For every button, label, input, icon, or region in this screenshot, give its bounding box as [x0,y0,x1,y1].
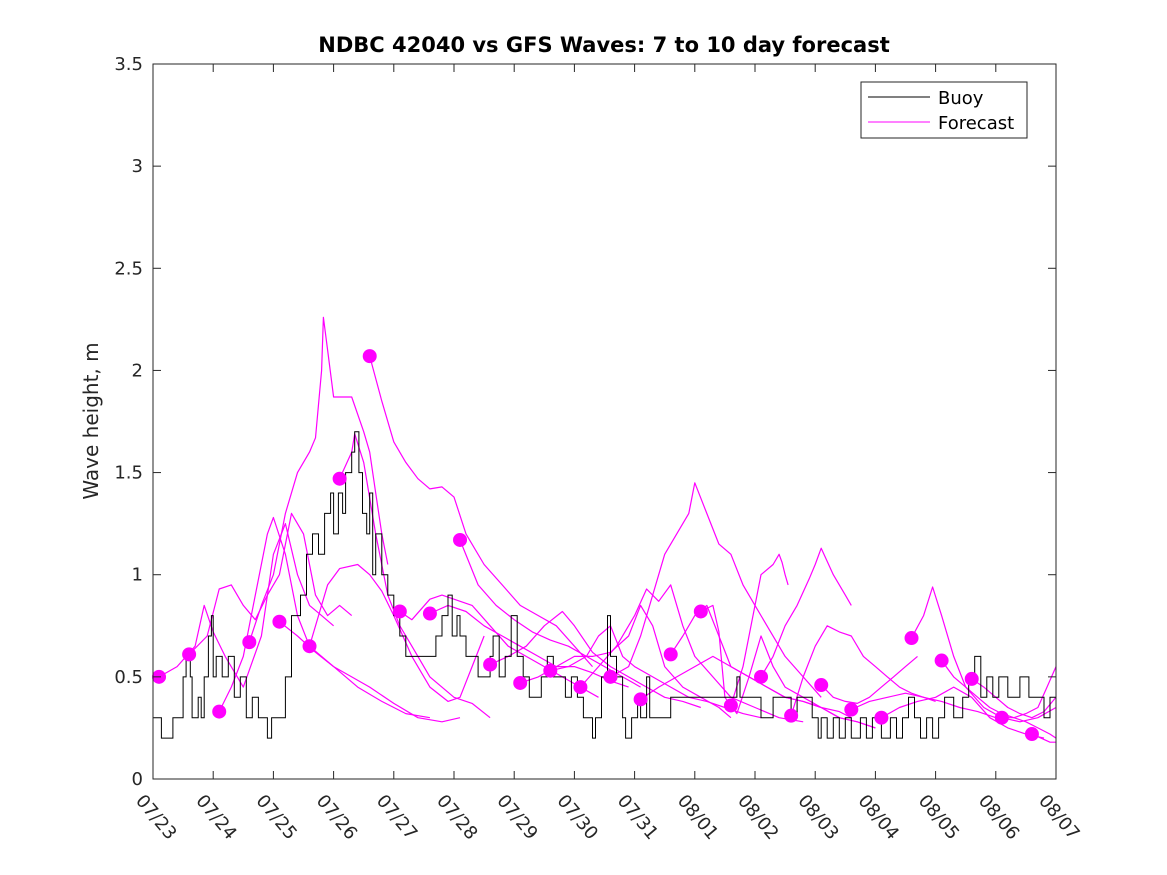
forecast-line [520,604,732,719]
forecast-line [820,655,918,705]
forecast-start-marker [844,702,859,717]
forecast-start-marker [422,606,437,621]
forecast-start-marker [302,639,317,654]
forecast-line [790,625,936,716]
forecast-start-marker [964,671,979,686]
forecast-line [489,610,701,709]
y-tick-label: 1.5 [114,463,143,484]
y-axis-ticks: 0 0.5 1 1.5 2 2.5 3 3.5 [114,54,1056,790]
forecast-start-marker [212,704,227,719]
forecast-line [369,355,593,667]
forecast-start-marker [483,657,498,672]
forecast-line [1001,666,1057,719]
forecast-start-marker [814,678,829,693]
forecast-start-marker [723,698,738,713]
forecast-start-marker [663,647,678,662]
forecast-start-marker [543,663,558,678]
legend-box [860,81,1028,139]
forecast-start-marker [784,708,799,723]
forecast-line [429,604,629,688]
forecast-start-marker [693,604,708,619]
y-tick-label: 3 [132,156,143,177]
legend-forecast-label: Forecast [938,113,1014,134]
forecast-start-markers [152,349,1039,742]
forecast-start-marker [1024,727,1039,742]
plot-frame [152,63,1057,780]
y-tick-label: 3.5 [114,54,143,75]
forecast-line [188,512,353,655]
forecast-start-marker [904,631,919,646]
forecast-start-marker [603,669,618,684]
y-tick-label: 0 [132,769,143,790]
forecast-start-marker [392,604,407,619]
forecast-start-marker [573,680,588,695]
forecast-start-marker [513,675,528,690]
forecast-start-marker [362,349,377,364]
forecast-line [550,625,762,719]
forecast-start-marker [754,669,769,684]
forecast-start-marker [272,614,287,629]
chart-title: NDBC 42040 vs GFS Waves: 7 to 10 day for… [318,33,889,57]
forecast-start-marker [934,653,949,668]
forecast-line [248,316,389,643]
plot-background [153,64,1056,779]
forecast-start-marker [994,710,1009,725]
buoy-line-group [153,431,1056,739]
forecast-start-marker [453,532,468,547]
forecast-line [579,584,804,723]
forecast-line [760,547,852,678]
y-tick-label: 1 [132,565,143,586]
buoy-line [153,431,1056,739]
forecast-start-marker [633,692,648,707]
forecast-line [851,692,996,719]
forecast-start-marker [332,471,347,486]
forecast-start-marker [874,710,889,725]
forecast-line [730,553,789,706]
forecast-start-marker [242,635,257,650]
y-tick-label: 0.5 [114,667,143,688]
y-axis-label: Wave height, m [79,342,103,499]
forecast-line [971,678,1057,719]
plot-area [152,63,1057,780]
forecast-line [700,604,876,729]
y-tick-label: 2 [132,360,143,381]
forecast-start-marker [182,647,197,662]
y-tick-label: 2.5 [114,258,143,279]
forecast-line [158,522,334,688]
forecast-line [610,482,822,698]
legend: Buoy Forecast [860,81,1028,139]
legend-buoy-label: Buoy [938,88,984,109]
